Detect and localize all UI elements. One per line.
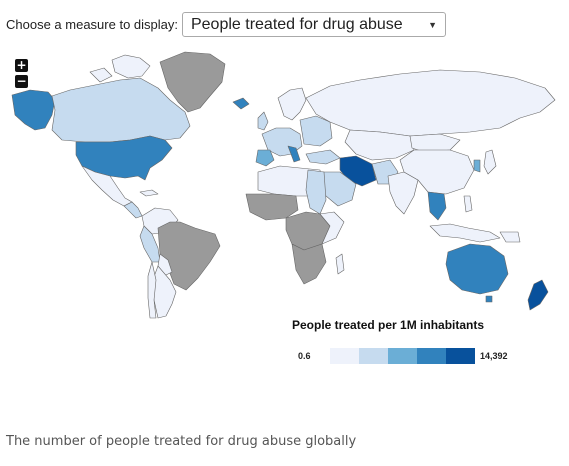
zoom-out-button[interactable]: − xyxy=(15,74,28,88)
measure-select[interactable]: People treated for drug abuse ▼ xyxy=(181,12,446,37)
region-east-africa[interactable] xyxy=(319,211,345,245)
region-russia[interactable] xyxy=(305,69,556,137)
measure-control: Choose a measure to display: People trea… xyxy=(6,12,446,37)
region-korea[interactable] xyxy=(473,159,481,173)
region-cuba[interactable] xyxy=(139,189,159,197)
region-iberia[interactable] xyxy=(255,149,275,167)
legend-min-label: 0.6 xyxy=(298,351,311,361)
region-southern-africa[interactable] xyxy=(291,243,327,285)
region-greenland[interactable] xyxy=(159,51,226,113)
world-map xyxy=(11,51,556,319)
region-new-zealand[interactable] xyxy=(527,279,549,311)
region-central-america[interactable] xyxy=(123,201,143,219)
zoom-in-button[interactable]: + xyxy=(15,58,28,72)
region-canada[interactable] xyxy=(51,77,191,143)
measure-select-value: People treated for drug abuse xyxy=(190,15,403,33)
legend-swatch xyxy=(388,348,417,364)
region-japan[interactable] xyxy=(483,149,497,175)
region-uk[interactable] xyxy=(257,111,269,131)
region-india[interactable] xyxy=(387,171,419,215)
region-mongolia[interactable] xyxy=(409,133,461,153)
region-tasmania[interactable] xyxy=(485,295,493,303)
legend-swatch xyxy=(446,348,475,364)
chevron-down-icon: ▼ xyxy=(428,19,437,30)
region-chile[interactable] xyxy=(147,261,157,319)
region-egypt-sudan[interactable] xyxy=(305,169,327,215)
legend-max-label: 14,392 xyxy=(480,351,508,361)
figure-caption: The number of people treated for drug ab… xyxy=(6,434,357,449)
region-scandinavia[interactable] xyxy=(277,87,307,121)
region-indonesia[interactable] xyxy=(429,223,501,243)
region-china[interactable] xyxy=(399,149,475,195)
measure-label: Choose a measure to display: xyxy=(6,17,178,32)
legend-title: People treated per 1M inhabitants xyxy=(292,318,485,332)
legend-color-scale xyxy=(330,348,475,364)
region-iceland[interactable] xyxy=(232,97,250,110)
region-italy[interactable] xyxy=(287,145,301,163)
top-strip xyxy=(0,0,569,4)
region-southeast-asia[interactable] xyxy=(427,191,447,221)
region-west-africa[interactable] xyxy=(245,193,299,221)
legend-swatch xyxy=(330,348,359,364)
region-peru[interactable] xyxy=(139,225,161,263)
legend-swatch xyxy=(359,348,388,364)
region-arctic-islands-2[interactable] xyxy=(89,67,113,83)
region-central-asia[interactable] xyxy=(344,129,415,161)
region-alaska[interactable] xyxy=(11,89,56,131)
region-arctic-islands[interactable] xyxy=(111,54,151,79)
region-eastern-europe[interactable] xyxy=(299,115,333,147)
region-papua[interactable] xyxy=(499,231,521,243)
region-philippines[interactable] xyxy=(463,195,473,213)
region-turkey[interactable] xyxy=(305,149,341,165)
legend-swatch xyxy=(417,348,446,364)
region-australia[interactable] xyxy=(445,243,509,295)
region-madagascar[interactable] xyxy=(335,253,345,275)
